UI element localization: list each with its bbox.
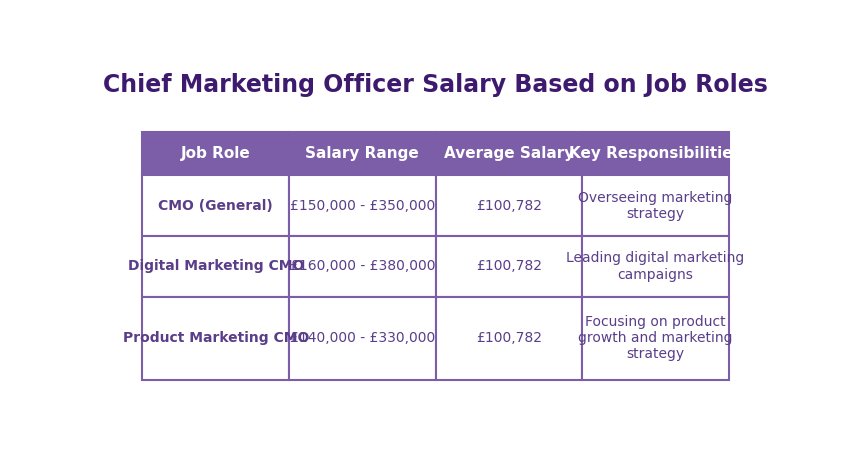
Text: £100,782: £100,782 (476, 260, 542, 274)
Text: Salary Range: Salary Range (305, 146, 419, 161)
FancyBboxPatch shape (435, 132, 582, 176)
Text: £140,000 - £330,000: £140,000 - £330,000 (290, 331, 435, 345)
FancyBboxPatch shape (435, 236, 582, 297)
Text: Key Responsibilities: Key Responsibilities (570, 146, 742, 161)
Text: Overseeing marketing
strategy: Overseeing marketing strategy (578, 191, 733, 221)
FancyBboxPatch shape (289, 132, 435, 176)
FancyBboxPatch shape (582, 297, 728, 380)
FancyBboxPatch shape (143, 176, 289, 236)
FancyBboxPatch shape (143, 236, 289, 297)
Text: Focusing on product
growth and marketing
strategy: Focusing on product growth and marketing… (578, 315, 733, 361)
FancyBboxPatch shape (289, 176, 435, 236)
Text: £100,782: £100,782 (476, 331, 542, 345)
FancyBboxPatch shape (289, 297, 435, 380)
FancyBboxPatch shape (435, 297, 582, 380)
Text: Chief Marketing Officer Salary Based on Job Roles: Chief Marketing Officer Salary Based on … (103, 73, 768, 97)
Text: CMO (General): CMO (General) (158, 199, 273, 213)
FancyBboxPatch shape (582, 132, 728, 176)
Text: Leading digital marketing
campaigns: Leading digital marketing campaigns (566, 252, 745, 282)
Text: Digital Marketing CMO: Digital Marketing CMO (128, 260, 304, 274)
Text: Average Salary: Average Salary (444, 146, 574, 161)
Text: £100,782: £100,782 (476, 199, 542, 213)
Text: £150,000 - £350,000: £150,000 - £350,000 (290, 199, 435, 213)
FancyBboxPatch shape (289, 236, 435, 297)
Text: £160,000 - £380,000: £160,000 - £380,000 (290, 260, 435, 274)
Text: Product Marketing CMO: Product Marketing CMO (122, 331, 309, 345)
FancyBboxPatch shape (435, 176, 582, 236)
FancyBboxPatch shape (143, 132, 289, 176)
FancyBboxPatch shape (582, 176, 728, 236)
Text: Job Role: Job Role (181, 146, 251, 161)
FancyBboxPatch shape (582, 236, 728, 297)
FancyBboxPatch shape (143, 297, 289, 380)
